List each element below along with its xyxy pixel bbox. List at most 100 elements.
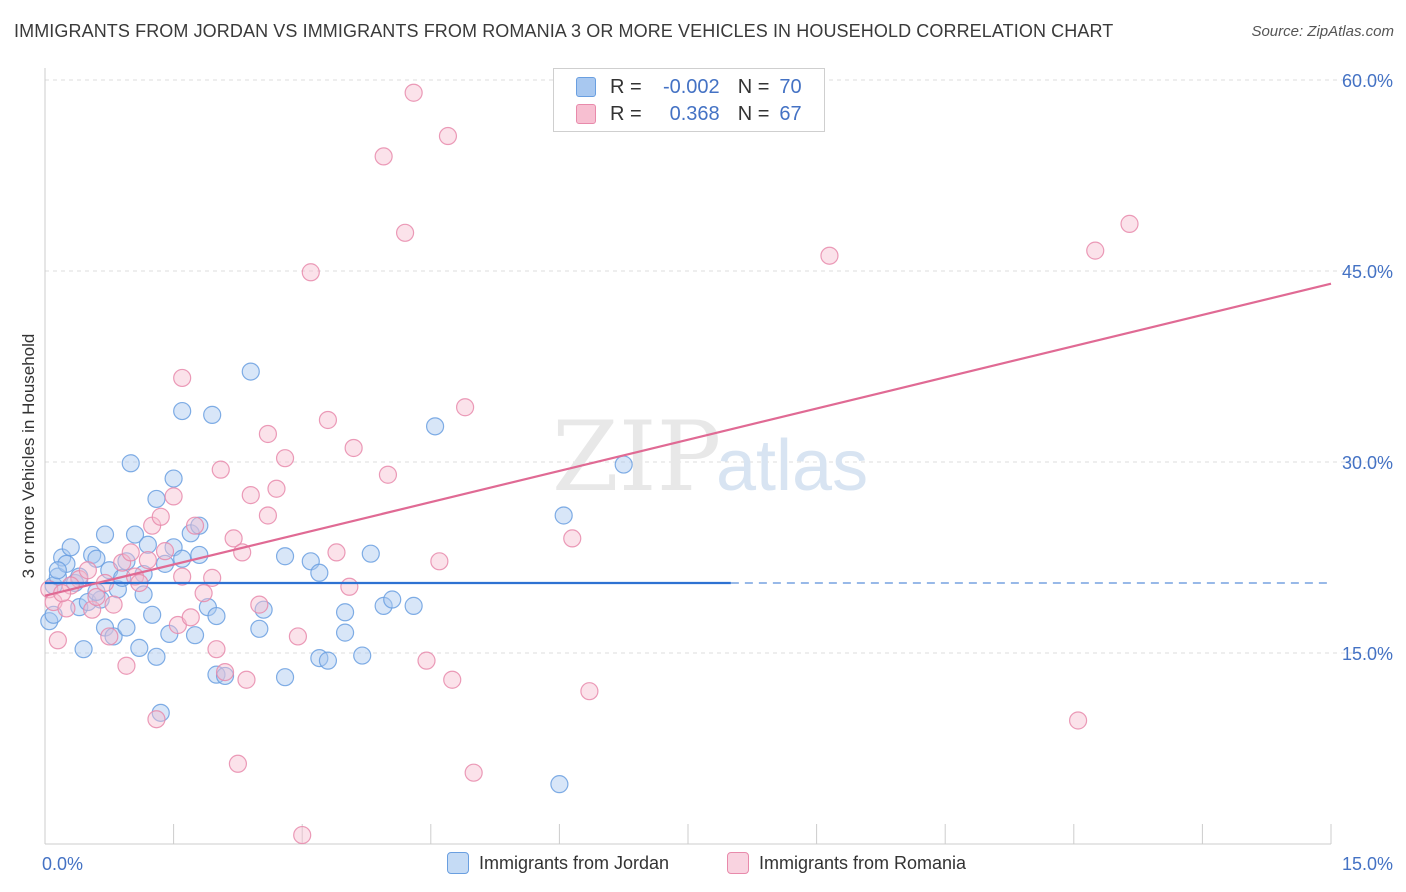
point-romania <box>258 506 278 525</box>
point-jordan <box>125 525 145 544</box>
legend-swatch-jordan <box>447 852 469 874</box>
point-romania <box>224 529 243 548</box>
point-romania <box>181 608 200 627</box>
point-romania <box>87 587 106 607</box>
point-romania <box>464 763 483 782</box>
legend-label-jordan: Immigrants from Jordan <box>479 852 670 873</box>
legend-row-jordan: R = -0.002 N = 70 <box>576 74 802 100</box>
point-jordan <box>215 666 235 686</box>
point-jordan <box>48 561 67 580</box>
point-romania <box>228 754 247 773</box>
point-jordan <box>554 506 573 525</box>
legend-n-label: N = <box>737 75 770 98</box>
legend-item-jordan[interactable]: Immigrants from Jordan <box>447 852 669 874</box>
tick-labels: 15.0% 30.0% 45.0% 60.0% 0.0% 15.0% <box>42 71 1393 874</box>
point-romania <box>288 627 308 646</box>
point-romania <box>1068 711 1088 730</box>
y-tick-label: 30.0% <box>1342 453 1393 473</box>
y-axis-label: 3 or more Vehicles in Household <box>19 334 38 579</box>
point-jordan <box>275 547 295 566</box>
point-romania <box>48 631 67 650</box>
point-jordan <box>207 606 226 626</box>
point-jordan <box>147 647 166 666</box>
point-jordan <box>134 585 153 604</box>
point-romania <box>138 550 157 570</box>
point-romania <box>563 529 582 548</box>
point-romania <box>340 577 359 596</box>
point-jordan <box>361 544 380 563</box>
y-tick-label: 15.0% <box>1342 644 1393 664</box>
point-jordan <box>614 455 633 474</box>
point-romania <box>395 223 415 242</box>
point-jordan <box>318 651 338 670</box>
point-jordan <box>250 619 269 638</box>
point-romania <box>237 670 256 689</box>
point-romania <box>215 662 235 682</box>
point-romania <box>820 246 839 265</box>
point-romania <box>250 595 269 614</box>
point-romania <box>185 516 205 535</box>
point-romania <box>155 542 175 561</box>
trend-line-romania <box>44 282 1332 597</box>
legend-r-label: R = <box>610 75 642 98</box>
axes <box>44 68 1332 845</box>
point-jordan <box>190 545 209 565</box>
legend-n-value: 67 <box>779 102 802 125</box>
point-romania <box>378 465 398 484</box>
point-romania <box>121 543 140 562</box>
point-romania <box>318 410 338 430</box>
point-jordan <box>143 605 162 624</box>
point-romania <box>438 126 458 146</box>
point-romania <box>151 507 170 526</box>
point-romania <box>258 424 278 444</box>
series-legend: Immigrants from Jordan Immigrants from R… <box>0 852 1406 878</box>
legend-item-romania[interactable]: Immigrants from Romania <box>727 852 966 874</box>
legend-label-romania: Immigrants from Romania <box>759 852 967 873</box>
point-romania <box>241 486 260 505</box>
watermark-atlas: atlas <box>716 426 868 506</box>
point-jordan <box>241 362 260 381</box>
point-jordan <box>147 489 166 509</box>
y-tick-label: 45.0% <box>1342 262 1393 282</box>
point-jordan <box>310 563 329 582</box>
watermark-zip: ZIP <box>552 401 721 513</box>
point-romania <box>267 479 286 498</box>
legend-n-label: N = <box>737 102 770 125</box>
point-romania <box>117 656 136 675</box>
trend-lines <box>44 282 1332 597</box>
point-romania <box>173 567 192 586</box>
point-romania <box>211 460 230 479</box>
point-romania <box>301 263 320 282</box>
legend-r-label: R = <box>610 102 642 125</box>
point-romania <box>173 368 192 388</box>
point-jordan <box>383 590 402 609</box>
point-romania <box>164 487 183 506</box>
point-romania <box>430 552 449 571</box>
legend-swatch-romania <box>576 104 596 124</box>
point-romania <box>100 627 119 646</box>
point-romania <box>147 710 166 729</box>
legend-swatch-romania <box>727 852 749 874</box>
point-romania <box>443 670 462 689</box>
legend-n-value: 70 <box>779 75 802 98</box>
point-romania <box>78 561 97 580</box>
point-romania <box>417 651 436 670</box>
point-jordan <box>550 775 569 794</box>
legend-r-value: -0.002 <box>662 75 720 98</box>
point-jordan <box>61 538 80 557</box>
point-romania <box>194 584 213 603</box>
data-points <box>40 83 1139 845</box>
legend-r-value: 0.368 <box>669 102 720 125</box>
point-romania <box>374 147 393 166</box>
point-jordan <box>130 638 149 658</box>
point-romania <box>327 543 346 562</box>
legend-swatch-jordan <box>576 77 596 97</box>
point-romania <box>1120 214 1139 233</box>
point-romania <box>57 599 76 618</box>
point-jordan <box>104 627 123 646</box>
point-romania <box>344 438 363 458</box>
point-jordan <box>335 603 355 622</box>
point-jordan <box>173 401 192 421</box>
point-jordan <box>164 469 183 488</box>
